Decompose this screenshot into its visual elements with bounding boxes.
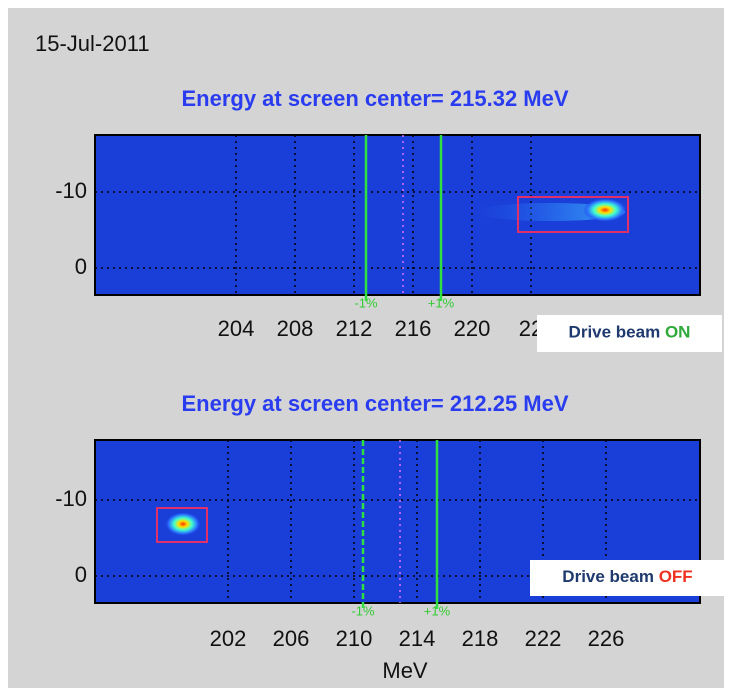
beam-box: [156, 507, 208, 543]
beam-spot: [583, 198, 627, 222]
status-box: [530, 560, 725, 596]
window-label: -1%: [354, 295, 378, 310]
status-box: [537, 315, 722, 352]
beam-spot: [165, 512, 201, 536]
x-tick-label: 208: [277, 316, 314, 341]
x-tick-label: 202: [210, 626, 247, 651]
x-tick-label: 222: [525, 626, 562, 651]
panel-title: Energy at screen center= 212.25 MeV: [181, 391, 568, 416]
status-label: Drive beam ON: [569, 323, 691, 342]
window-label: -1%: [351, 603, 375, 618]
window-label: +1%: [424, 603, 451, 618]
x-tick-label: 206: [273, 626, 310, 651]
x-tick-label: 226: [588, 626, 625, 651]
x-tick-label: 212: [336, 316, 373, 341]
y-tick-label: -10: [55, 486, 87, 511]
y-tick-label: 0: [75, 254, 87, 279]
x-tick-label: 214: [399, 626, 436, 651]
y-tick-label: -10: [55, 178, 87, 203]
x-tick-label: 216: [395, 316, 432, 341]
beam-box: [517, 196, 629, 233]
x-tick-label: 204: [218, 316, 255, 341]
status-text: Drive beam: [569, 323, 661, 342]
window-label: +1%: [428, 295, 455, 310]
x-axis-label: MeV: [382, 658, 428, 683]
status-state: OFF: [659, 567, 693, 586]
panel-title: Energy at screen center= 215.32 MeV: [181, 86, 568, 111]
date: 15-Jul-2011: [35, 31, 150, 56]
status-label: Drive beam OFF: [562, 567, 692, 586]
status-text: Drive beam: [562, 567, 654, 586]
x-tick-label: 210: [336, 626, 373, 651]
x-tick-label: 220: [454, 316, 491, 341]
status-state: ON: [665, 323, 691, 342]
y-tick-label: 0: [75, 562, 87, 587]
x-tick-label: 218: [462, 626, 499, 651]
